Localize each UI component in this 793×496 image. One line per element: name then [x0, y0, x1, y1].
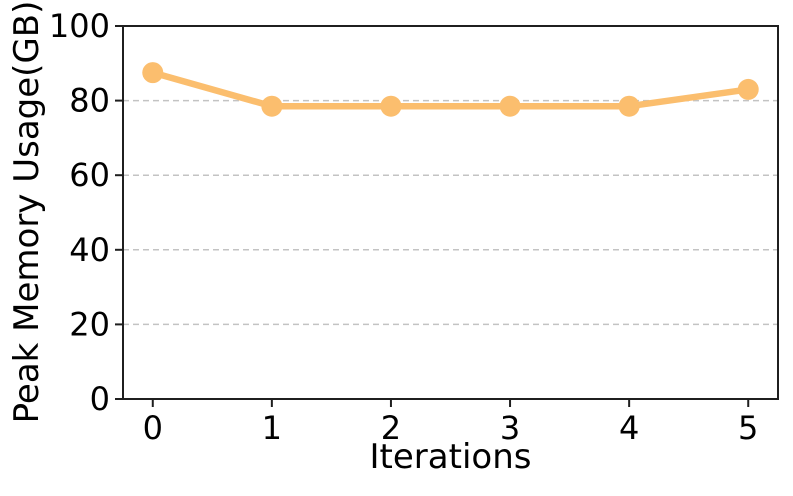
- x-tick-label: 2: [381, 409, 401, 447]
- data-point-marker: [380, 95, 402, 117]
- y-tick-label: 100: [49, 7, 110, 45]
- data-point-marker: [499, 95, 521, 117]
- y-tick-label: 80: [69, 82, 110, 120]
- x-tick-label: 4: [619, 409, 639, 447]
- data-point-marker: [737, 78, 759, 100]
- plot-border: [122, 25, 779, 400]
- x-tick-label: 3: [500, 409, 520, 447]
- x-tick-label: 0: [143, 409, 163, 447]
- y-tick-label: 40: [69, 231, 110, 269]
- y-tick-label: 20: [69, 305, 110, 343]
- data-point-marker: [261, 95, 283, 117]
- x-tick-label: 1: [262, 409, 282, 447]
- series-line: [149, 69, 752, 110]
- x-axis-label: Iterations: [369, 437, 532, 477]
- data-point-marker: [618, 95, 640, 117]
- y-tick-label: 0: [90, 380, 110, 418]
- x-tick-label: 5: [738, 409, 758, 447]
- y-tick-label: 60: [69, 156, 110, 194]
- data-point-marker: [142, 62, 164, 84]
